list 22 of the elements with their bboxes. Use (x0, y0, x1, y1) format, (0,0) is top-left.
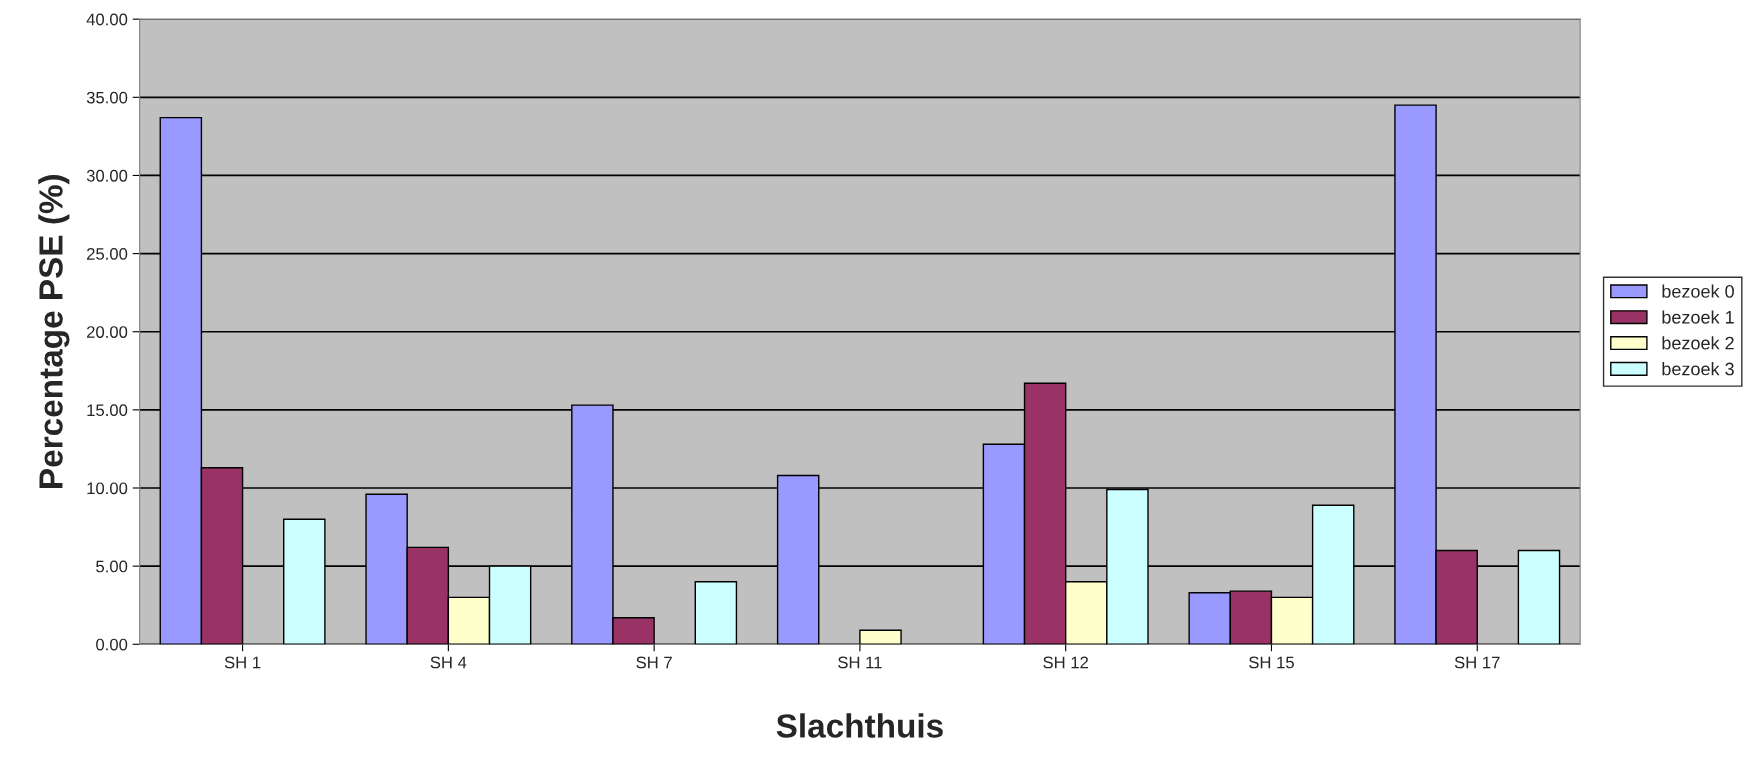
y-tick-label: 30.00 (86, 169, 128, 182)
x-axis-title: Slachthuis (776, 713, 943, 738)
y-tick-label: 10.00 (87, 482, 128, 495)
y-tick-label: 15.00 (87, 404, 128, 417)
legend-label: bezoek 2 (1662, 336, 1734, 350)
x-tick-label: SH 7 (636, 656, 672, 669)
legend-label: bezoek 3 (1662, 362, 1734, 376)
y-tick-label: 40.00 (86, 13, 128, 26)
y-axis-title: Percentage PSE (%) (38, 174, 70, 488)
x-tick-label: SH 17 (1454, 656, 1500, 669)
y-tick-label: 20.00 (87, 326, 128, 338)
x-tick-label: SH 4 (430, 656, 467, 669)
y-tick-label: 25.00 (87, 247, 128, 260)
x-tick-label: SH 12 (1043, 656, 1089, 669)
legend-label: bezoek 0 (1662, 284, 1734, 298)
x-tick-label: SH 1 (224, 656, 261, 669)
y-tick-label: 0.00 (96, 638, 128, 651)
x-tick-label: SH 15 (1249, 656, 1294, 669)
y-tick-label: 35.00 (86, 91, 128, 104)
y-tick-label: 5.00 (96, 560, 128, 573)
legend-label: bezoek 1 (1662, 310, 1734, 324)
x-tick-label: SH 11 (838, 656, 882, 669)
